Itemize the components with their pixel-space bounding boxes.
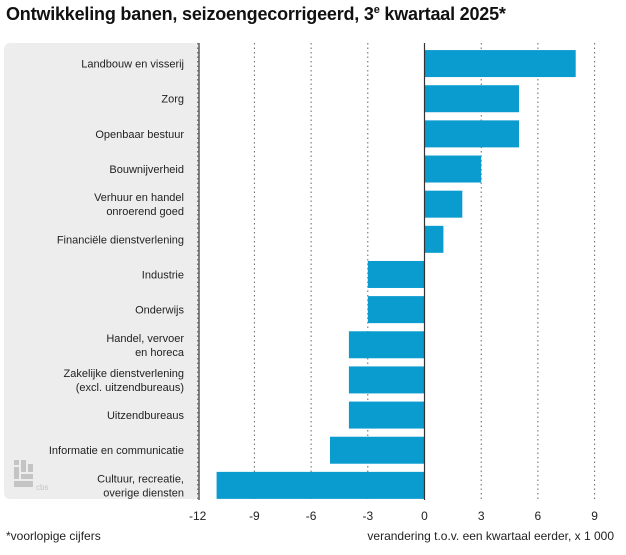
bar [424, 190, 463, 218]
bar [367, 296, 425, 324]
category-label: Openbaar bestuur [95, 129, 184, 141]
category-label-panel [4, 43, 199, 499]
x-axis-label: verandering t.o.v. een kwartaal eerder, … [367, 529, 614, 543]
bar [367, 260, 425, 288]
cbs-logo: cbs [14, 460, 48, 492]
category-label: Informatie en communicatie [49, 445, 184, 457]
category-label: Cultuur, recreatie, overige diensten [97, 473, 184, 499]
bar [348, 401, 425, 429]
category-label: Handel, vervoer en horeca [106, 333, 185, 359]
bar [348, 366, 425, 394]
category-label: Industrie [142, 269, 184, 281]
category-label: Zorg [161, 94, 184, 106]
tick-label: 6 [535, 509, 542, 523]
footnote: *voorlopige cijfers [6, 529, 101, 543]
tick-label: -12 [189, 509, 207, 523]
category-label: Onderwijs [135, 305, 184, 317]
tick-label: -3 [362, 509, 373, 523]
bar [424, 50, 576, 78]
category-label: Financiële dienstverlening [57, 234, 184, 246]
chart-title: Ontwikkeling banen, seizoengecorrigeerd,… [6, 4, 506, 24]
bar [330, 436, 425, 464]
bar [348, 331, 425, 359]
tick-label: -6 [306, 509, 317, 523]
logo-text: cbs [36, 483, 48, 492]
category-label: Zakelijke dienstverlening (excl. uitzendb… [64, 368, 184, 394]
bar [424, 85, 519, 113]
bar [424, 225, 444, 253]
category-label: Uitzendbureaus [107, 410, 185, 422]
category-label: Landbouw en visserij [81, 59, 184, 71]
bar [424, 155, 482, 183]
tick-label: 9 [591, 509, 598, 523]
tick-label: 3 [478, 509, 485, 523]
category-label: Verhuur en handel onroerend goed [94, 192, 184, 218]
category-label: Bouwnijverheid [109, 164, 184, 176]
tick-label: -9 [249, 509, 260, 523]
bar [216, 471, 425, 499]
bar [424, 120, 519, 148]
tick-label: 0 [421, 509, 428, 523]
